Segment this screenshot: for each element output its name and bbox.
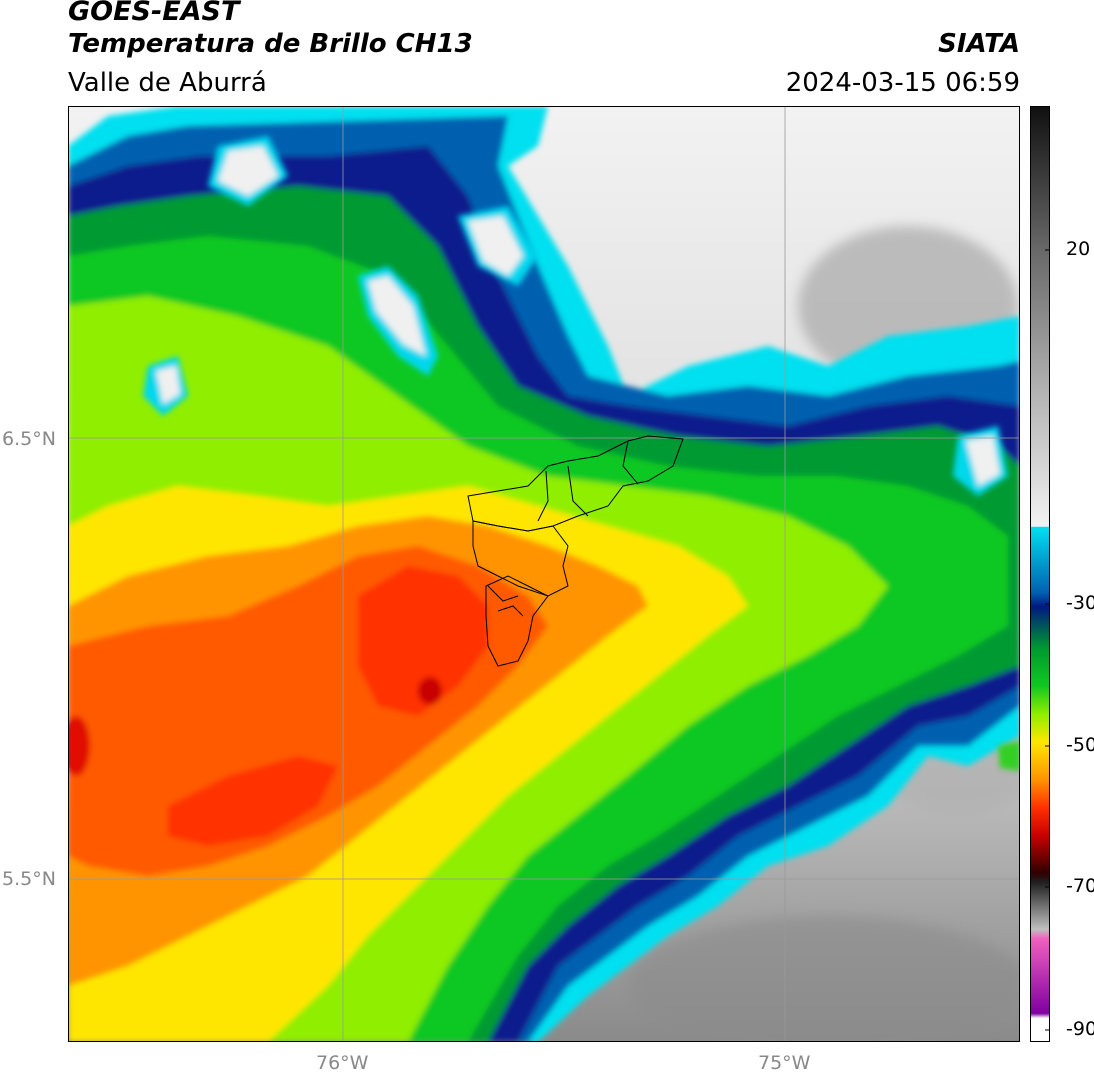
region-label: Valle de Aburrá bbox=[68, 68, 267, 98]
colorbar-tick-minus30: -30 bbox=[1066, 592, 1094, 614]
lat-label-6-5: 6.5°N bbox=[2, 428, 56, 450]
clear-hole-1-core bbox=[368, 276, 426, 356]
grey-patch-se bbox=[628, 916, 1020, 1042]
clear-hole-5-core bbox=[966, 436, 1000, 486]
colorbar-tick-minus70: -70 bbox=[1066, 875, 1094, 897]
colorbar-tick-20: 20 bbox=[1066, 238, 1091, 260]
lon-label-75: 75°W bbox=[758, 1052, 811, 1074]
clear-hole-2-core bbox=[468, 216, 523, 276]
boundary-south bbox=[485, 575, 549, 667]
brightness-temperature-map bbox=[68, 106, 1020, 1042]
agency-label: SIATA bbox=[938, 29, 1020, 59]
boundary-inner-2 bbox=[487, 585, 524, 617]
clear-hole-4-core bbox=[156, 366, 180, 404]
cloud-red-sw bbox=[168, 756, 338, 846]
valle-de-aburra-boundaries bbox=[467, 435, 684, 667]
datetime-label: 2024-03-15 06:59 bbox=[785, 68, 1020, 98]
cloud-core-west bbox=[68, 716, 90, 776]
boundary-central bbox=[472, 520, 569, 597]
cloud-red bbox=[358, 566, 488, 716]
colorbar-tick-minus50: -50 bbox=[1066, 734, 1094, 756]
colorbar-tick-minus90: -90 bbox=[1066, 1018, 1094, 1040]
satellite-title: GOES-EAST bbox=[68, 0, 240, 27]
green-spot-east bbox=[998, 741, 1020, 771]
colorbar bbox=[1030, 106, 1050, 1042]
lat-label-5-5: 5.5°N bbox=[2, 868, 56, 890]
colorbar-scale bbox=[1030, 106, 1050, 1042]
cloud-core bbox=[418, 677, 442, 705]
clear-hole-3-core bbox=[218, 146, 278, 196]
lon-label-76: 76°W bbox=[316, 1052, 369, 1074]
product-title: Temperatura de Brillo CH13 bbox=[68, 29, 473, 59]
boundary-inner-1 bbox=[537, 440, 639, 522]
